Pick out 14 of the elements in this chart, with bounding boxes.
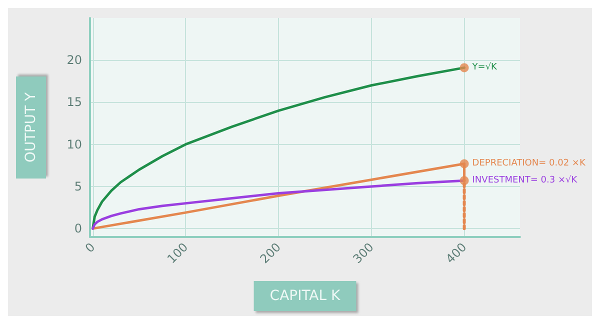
x-tick-label: 100 bbox=[164, 240, 191, 266]
series-label: DEPRECIATION= 0.02 ×K bbox=[472, 158, 586, 169]
x-tick-label: 300 bbox=[350, 240, 376, 266]
y-tick-label: 20 bbox=[66, 53, 82, 68]
x-tick-label: 400 bbox=[443, 240, 470, 266]
x-tick-label: 200 bbox=[257, 240, 284, 266]
y-tick-label: 0 bbox=[74, 222, 82, 236]
y-axis-title: OUTPUT Y bbox=[23, 92, 39, 163]
y-tick-label: 5 bbox=[74, 179, 82, 194]
y-tick-label: 15 bbox=[66, 95, 82, 110]
x-axis-title: CAPITAL K bbox=[270, 288, 342, 304]
series-label: Y=√K bbox=[471, 62, 498, 73]
y-tick-label: 10 bbox=[66, 137, 82, 152]
series-label: INVESTMENT= 0.3 ×√K bbox=[472, 174, 578, 186]
